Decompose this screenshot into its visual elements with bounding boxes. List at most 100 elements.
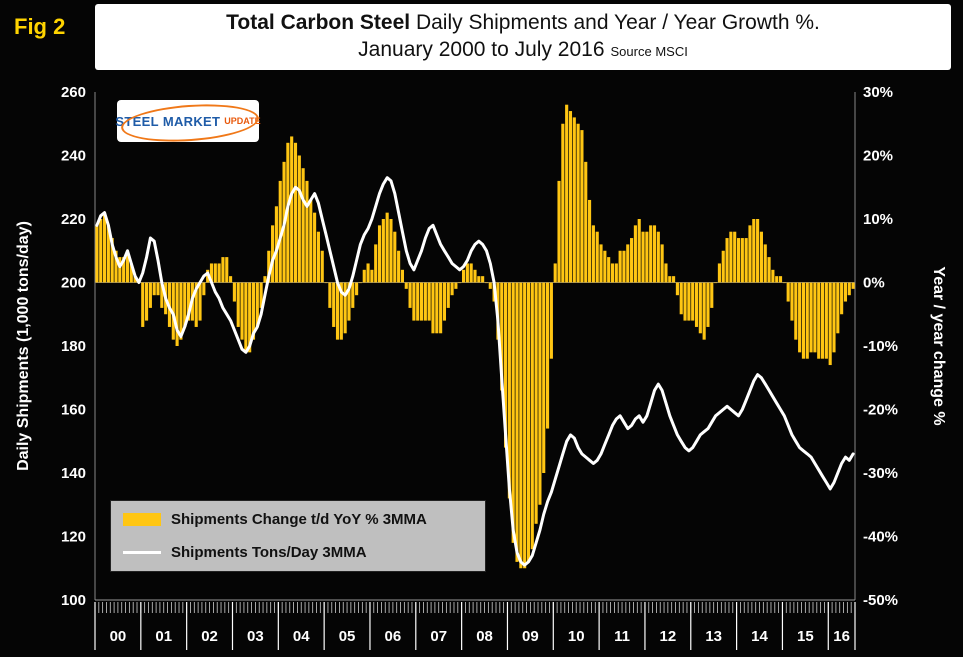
right-axis-tick-label: 30% <box>863 84 893 101</box>
title-box: Total Carbon Steel Daily Shipments and Y… <box>95 4 951 70</box>
yoy-bar <box>141 282 145 327</box>
yoy-bar <box>809 282 813 353</box>
yoy-bar <box>756 219 760 283</box>
yoy-bar <box>668 276 672 283</box>
yoy-bar <box>404 282 408 289</box>
yoy-bar <box>133 276 137 283</box>
yoy-bar <box>183 282 187 327</box>
yoy-bar <box>488 282 492 289</box>
yoy-bar <box>156 282 160 296</box>
yoy-bar <box>118 257 122 283</box>
yoy-bar <box>106 225 110 283</box>
yoy-bar <box>679 282 683 315</box>
yoy-bar <box>423 282 427 321</box>
yoy-bar <box>836 282 840 334</box>
right-axis-title: Year / year change % <box>930 266 947 426</box>
yoy-bar <box>820 282 825 359</box>
left-axis-tick-label: 120 <box>61 529 86 546</box>
left-axis-title: Daily Shipments (1,000 tons/day) <box>15 221 32 471</box>
yoy-bar <box>229 276 233 283</box>
yoy-bar <box>431 282 435 334</box>
yoy-bar <box>538 282 542 505</box>
yoy-bar <box>683 282 687 321</box>
yoy-bar <box>343 282 347 334</box>
year-label: 16 <box>833 628 850 645</box>
yoy-bar <box>546 282 550 429</box>
year-label: 02 <box>201 628 218 645</box>
yoy-bar <box>733 231 737 283</box>
yoy-bar <box>782 282 786 284</box>
yoy-bar <box>313 212 317 283</box>
yoy-bar <box>377 225 382 283</box>
year-label: 13 <box>705 628 722 645</box>
right-axis-tick-label: -10% <box>863 338 898 355</box>
yoy-bar <box>328 282 332 308</box>
yoy-bar <box>778 276 783 283</box>
year-label: 14 <box>751 628 768 645</box>
yoy-bar <box>824 282 828 359</box>
yoy-bar <box>687 282 691 321</box>
year-label: 11 <box>614 628 630 645</box>
yoy-bar <box>251 282 256 340</box>
yoy-bar <box>561 123 565 283</box>
yoy-bar <box>752 219 756 283</box>
yoy-bar <box>568 111 573 283</box>
yoy-bar <box>717 263 721 283</box>
yoy-bar <box>851 282 855 289</box>
yoy-bar <box>145 282 149 321</box>
yoy-bar <box>702 282 706 340</box>
yoy-bar <box>160 282 164 308</box>
legend-label-line: Shipments Tons/Day 3MMA <box>171 544 367 561</box>
yoy-bar <box>358 282 362 284</box>
yoy-bar <box>175 282 179 346</box>
yoy-bar <box>759 231 763 283</box>
yoy-bar <box>248 282 252 353</box>
yoy-bar <box>408 282 412 308</box>
yoy-bar <box>610 263 615 283</box>
yoy-bar <box>542 282 546 473</box>
yoy-bar <box>267 250 271 283</box>
left-axis-tick-label: 240 <box>61 148 86 165</box>
yoy-bar <box>549 282 553 359</box>
right-axis-tick-label: 20% <box>863 148 893 165</box>
yoy-bar <box>515 282 519 562</box>
yoy-bar <box>324 282 328 284</box>
left-axis-tick-label: 140 <box>61 465 86 482</box>
yoy-bar <box>649 225 653 283</box>
yoy-bar <box>740 238 744 283</box>
yoy-bar <box>763 244 767 283</box>
yoy-bar <box>316 231 320 283</box>
yoy-bar <box>675 282 679 296</box>
shipments-line <box>95 176 855 567</box>
yoy-bar <box>179 282 183 340</box>
yoy-bar <box>576 123 580 283</box>
yoy-bar <box>614 263 618 283</box>
yoy-bar <box>236 282 240 327</box>
yoy-bar <box>374 244 378 283</box>
year-label: 04 <box>293 628 310 645</box>
yoy-bar <box>240 282 244 340</box>
yoy-bar <box>618 250 622 283</box>
yoy-bar <box>664 263 668 283</box>
yoy-bar <box>244 282 248 353</box>
yoy-bar <box>553 263 557 283</box>
yoy-bar <box>721 250 725 283</box>
yoy-bar <box>259 282 263 308</box>
yoy-bar <box>603 250 607 283</box>
yoy-bar <box>847 282 851 296</box>
source-label: Source MSCI <box>610 44 688 59</box>
yoy-bar <box>412 282 416 321</box>
yoy-bar <box>748 225 752 283</box>
yoy-bar <box>332 282 336 327</box>
yoy-bar <box>817 282 821 359</box>
logo-word-market: MARKET <box>162 113 221 129</box>
year-label: 15 <box>797 628 814 645</box>
yoy-bar <box>416 282 420 321</box>
yoy-bar <box>110 238 114 283</box>
left-axis-tick-label: 220 <box>61 211 86 228</box>
yoy-bar <box>626 244 630 283</box>
yoy-bar <box>209 263 214 283</box>
yoy-bar <box>698 282 702 334</box>
yoy-bar <box>805 282 809 359</box>
